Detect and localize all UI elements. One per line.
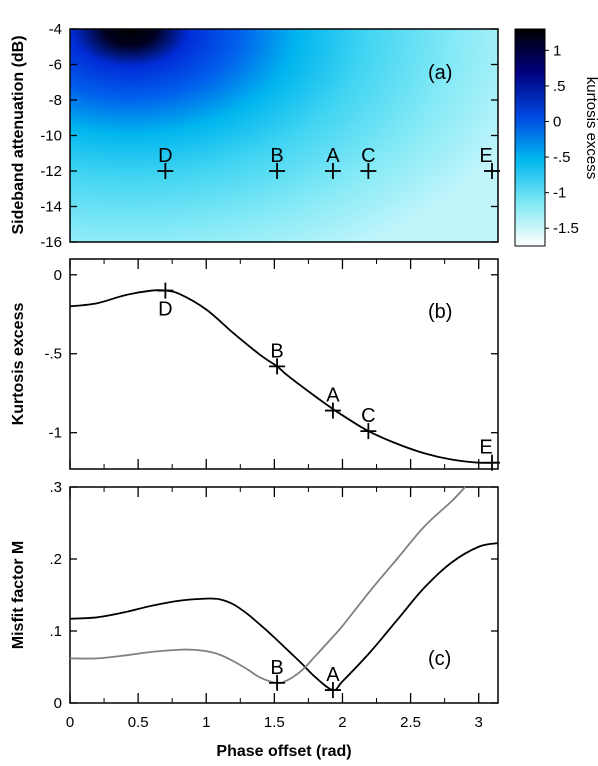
panel-b-y-ticks: 0 -.5 -1	[44, 267, 498, 442]
colorbar-label: kurtosis excess	[583, 77, 598, 180]
point-label-D: D	[158, 299, 172, 321]
heatmap-field	[70, 29, 498, 242]
y-tick-label: -1	[49, 425, 62, 442]
y-tick-label: -8	[49, 92, 62, 109]
colorbar-tick-label: -1.5	[553, 220, 579, 237]
colorbar: 1 .5 0 -.5 -1 -1.5 kurtosis excess	[514, 28, 598, 247]
x-tick-label: 1.5	[264, 714, 285, 731]
y-tick-label: -12	[40, 163, 62, 180]
x-tick-label: 1	[202, 714, 210, 731]
panel-c-y-axis-label: Misfit factor M	[10, 541, 27, 649]
x-tick-label: 0	[66, 714, 74, 731]
y-tick-label: .2	[49, 551, 62, 568]
panel-b-line-chart: 0 -.5 -1 D B AC E (b) Kurtosis excess	[10, 258, 500, 471]
series-line-1	[69, 542, 499, 692]
y-tick-label: -16	[40, 234, 62, 251]
panel-a-frame	[69, 28, 499, 243]
x-tick-label: 0.5	[128, 714, 149, 731]
y-tick-label: -.5	[44, 346, 62, 363]
x-tick-label: 2	[338, 714, 346, 731]
panel-b-frame	[69, 258, 499, 470]
series-line-2	[69, 486, 466, 684]
y-tick-label: -10	[40, 128, 62, 145]
panel-a-y-axis-label: Sideband attenuation (dB)	[10, 35, 27, 234]
colorbar-tick-label: .5	[553, 78, 566, 95]
point-label-D: D	[158, 145, 172, 167]
point-label-C: C	[361, 405, 375, 427]
x-axis-label: Phase offset (rad)	[216, 743, 351, 760]
panel-b-y-axis-label: Kurtosis excess	[10, 303, 27, 426]
panel-c-x-ticks: 0 0.5 1 1.5 2 2.5 3	[66, 487, 483, 731]
x-tick-label: 3	[475, 714, 483, 731]
point-label-E: E	[479, 437, 492, 459]
colorbar-gradient-bar	[514, 28, 546, 247]
x-tick-label: 2.5	[400, 714, 421, 731]
panel-a-label: (a)	[428, 62, 452, 84]
colorbar-tick-label: 0	[553, 113, 561, 130]
point-label-B: B	[270, 145, 283, 167]
series-line-1	[69, 289, 499, 464]
point-label-B: B	[270, 657, 283, 679]
panel-b-series	[69, 289, 499, 464]
colorbar-tick-label: -1	[553, 185, 566, 202]
panel-b-x-ticks	[69, 259, 480, 469]
point-label-A: A	[326, 385, 340, 407]
y-tick-label: .3	[49, 479, 62, 496]
colorbar-tick-label: -.5	[553, 149, 571, 166]
colorbar-ticks: 1 .5 0 -.5 -1 -1.5	[545, 42, 579, 237]
panel-b-points: D B AC E	[157, 282, 500, 471]
y-tick-label: -14	[40, 199, 62, 216]
point-label-E: E	[479, 145, 492, 167]
y-tick-label: -6	[49, 57, 62, 74]
panel-c-y-ticks: .3 .2 .1 0	[49, 479, 498, 712]
y-tick-label: 0	[54, 267, 62, 284]
y-tick-label: 0	[54, 695, 62, 712]
panel-c-label: (c)	[428, 648, 451, 670]
point-label-C: C	[361, 145, 375, 167]
y-tick-label: -4	[49, 21, 62, 38]
panel-c-series	[69, 486, 499, 692]
y-tick-label: .1	[49, 623, 62, 640]
panel-b-label: (b)	[428, 301, 452, 323]
point-label-A: A	[326, 664, 340, 686]
colorbar-tick-label: 1	[553, 42, 561, 59]
point-label-A: A	[326, 145, 340, 167]
panel-c-frame	[69, 486, 499, 704]
point-label-B: B	[270, 340, 283, 362]
